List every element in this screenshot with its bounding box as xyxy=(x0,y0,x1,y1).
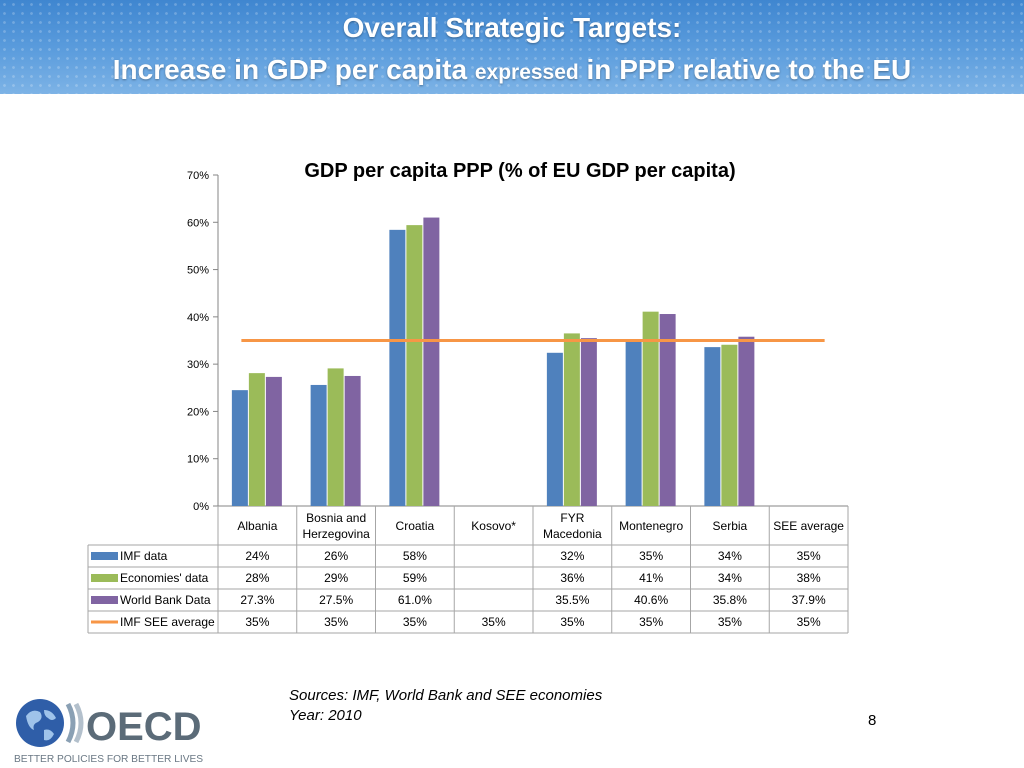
bar xyxy=(704,347,721,506)
chart-title: GDP per capita PPP (% of EU GDP per capi… xyxy=(304,160,735,182)
data-label: 28% xyxy=(245,571,269,585)
y-tick-label: 60% xyxy=(187,217,209,229)
y-tick-label: 40% xyxy=(187,312,209,324)
data-label: 36% xyxy=(560,571,584,585)
legend-key xyxy=(91,574,118,582)
sources-text: Sources: IMF, World Bank and SEE economi… xyxy=(289,687,603,704)
y-tick-label: 20% xyxy=(187,406,209,418)
bar xyxy=(406,225,423,506)
data-label: 35% xyxy=(797,549,821,563)
bar xyxy=(546,352,563,506)
data-label: 35.8% xyxy=(713,593,747,607)
data-label: 59% xyxy=(403,571,427,585)
category-label: Serbia xyxy=(713,519,748,533)
slide-title-line2: Increase in GDP per capita expressed in … xyxy=(0,54,1024,86)
data-label: 35.5% xyxy=(555,593,589,607)
bar xyxy=(327,368,344,506)
title-part-b: expressed xyxy=(474,61,579,84)
legend-label: World Bank Data xyxy=(120,593,211,607)
y-tick-label: 10% xyxy=(187,454,209,466)
legend-key xyxy=(91,596,118,604)
gdp-chart: GDP per capita PPP (% of EU GDP per capi… xyxy=(87,160,849,634)
bar xyxy=(310,384,327,506)
data-label: 35% xyxy=(324,615,348,629)
data-label: 61.0% xyxy=(398,593,432,607)
page-number: 8 xyxy=(868,712,877,729)
legend-label: Economies' data xyxy=(120,571,209,585)
y-tick-label: 30% xyxy=(187,359,209,371)
y-tick-label: 50% xyxy=(187,265,209,277)
bar xyxy=(659,314,676,506)
slide-title-line1: Overall Strategic Targets: xyxy=(342,12,682,43)
bar xyxy=(389,229,406,506)
logo-wordmark: OECD xyxy=(86,705,202,749)
bar xyxy=(563,333,580,506)
data-label: 35% xyxy=(639,549,663,563)
category-label: Montenegro xyxy=(619,519,683,533)
data-label: 35% xyxy=(403,615,427,629)
title-part-a: Increase in GDP per capita xyxy=(112,54,475,85)
data-label: 34% xyxy=(718,571,742,585)
bar xyxy=(721,344,738,506)
y-tick-label: 70% xyxy=(187,170,209,182)
data-label: 34% xyxy=(718,549,742,563)
bar xyxy=(625,341,642,506)
bar xyxy=(423,217,440,507)
category-label: Albania xyxy=(237,519,277,533)
category-label: Bosnia and Herzegovina xyxy=(302,511,370,541)
oecd-logo: OECD BETTER POLICIES FOR BETTER LIVES xyxy=(14,699,203,765)
data-label: 58% xyxy=(403,549,427,563)
data-label: 32% xyxy=(560,549,584,563)
header-pattern xyxy=(0,0,1024,94)
category-label: FYR Macedonia xyxy=(543,511,602,541)
data-label: 40.6% xyxy=(634,593,668,607)
legend-label: IMF SEE average xyxy=(120,615,215,629)
bar xyxy=(265,376,282,506)
slide-header: Overall Strategic Targets: Increase in G… xyxy=(0,0,1024,94)
title-part-c: in PPP relative to the EU xyxy=(578,54,912,85)
data-label: 27.5% xyxy=(319,593,353,607)
data-label: 37.9% xyxy=(792,593,826,607)
data-label: 41% xyxy=(639,571,663,585)
globe-icon xyxy=(16,699,64,747)
y-tick-label: 0% xyxy=(193,501,209,513)
data-label: 35% xyxy=(718,615,742,629)
category-label: Croatia xyxy=(396,519,435,533)
data-label: 27.3% xyxy=(240,593,274,607)
data-label: 35% xyxy=(797,615,821,629)
logo-tagline: BETTER POLICIES FOR BETTER LIVES xyxy=(14,754,203,765)
bar xyxy=(248,373,265,506)
bar xyxy=(344,375,361,506)
data-label: 35% xyxy=(482,615,506,629)
data-label: 29% xyxy=(324,571,348,585)
category-label: SEE average xyxy=(773,519,844,533)
data-label: 35% xyxy=(639,615,663,629)
bar xyxy=(580,338,597,506)
data-label: 35% xyxy=(245,615,269,629)
data-label: 24% xyxy=(245,549,269,563)
category-label: Kosovo* xyxy=(471,519,516,533)
legend-key xyxy=(91,552,118,560)
data-label: 35% xyxy=(560,615,584,629)
sources-note: Sources: IMF, World Bank and SEE economi… xyxy=(289,686,602,726)
bar xyxy=(231,390,248,506)
data-label: 38% xyxy=(797,571,821,585)
data-label: 26% xyxy=(324,549,348,563)
bar xyxy=(738,336,755,506)
year-text: Year: 2010 xyxy=(289,707,362,724)
legend-label: IMF data xyxy=(120,549,168,563)
bar xyxy=(642,311,659,506)
